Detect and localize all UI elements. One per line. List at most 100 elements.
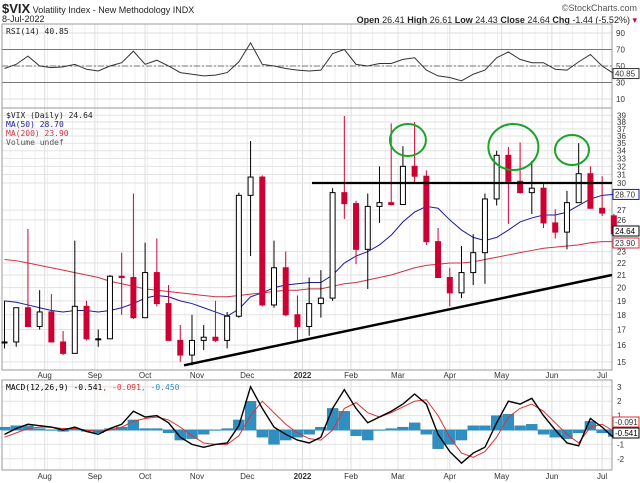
candle-body	[458, 272, 465, 294]
macd-histogram-bar	[291, 429, 304, 438]
month-label: Oct	[139, 472, 152, 481]
month-label: 2022	[294, 371, 312, 380]
chart-date: 8-Jul-2022	[2, 14, 45, 24]
symbol: $VIX	[2, 1, 31, 16]
signal-last-tag-box	[612, 416, 640, 428]
signal-last-tag: -0.091	[615, 418, 638, 427]
gridlines	[2, 24, 612, 470]
month-label: Jun	[545, 472, 558, 481]
candle-body	[282, 267, 289, 316]
macd-last-tag-box	[612, 427, 640, 439]
price-tick-label: 32	[617, 162, 626, 171]
candle-body	[60, 341, 67, 354]
candle-body	[341, 192, 348, 205]
candle-body	[13, 307, 20, 343]
close-last-tag: 24.64	[615, 227, 636, 236]
month-label: Mar	[391, 371, 405, 380]
chg-label: Chg	[552, 15, 570, 25]
ohlc-readout: Open 26.41 High 26.61 Low 24.43 Close 24…	[357, 15, 637, 26]
month-label: Oct	[139, 371, 152, 380]
low-label: Low	[454, 15, 473, 25]
chg-value: -1.44 (-5.52%)	[572, 15, 630, 25]
candle-body	[36, 311, 43, 328]
macd-tick-label: -1	[617, 440, 625, 449]
macd-histogram-bar	[467, 425, 479, 431]
price-tick-label: 22	[617, 259, 626, 268]
macd-value: -0.541	[73, 383, 102, 392]
candle-body	[446, 276, 453, 294]
month-label: Aug	[38, 472, 52, 481]
price-tick-label: 31	[617, 171, 626, 180]
candle-body	[224, 315, 231, 341]
price-legend: $VIX (Daily) 24.64	[6, 111, 93, 120]
ma50-legend: MA(50) 28.70	[6, 120, 64, 129]
month-label: Apr	[444, 371, 457, 380]
candle-body	[493, 154, 500, 200]
month-label: Dec	[240, 371, 254, 380]
rsi-series	[4, 41, 615, 82]
macd-histogram-bar	[350, 429, 362, 436]
candle-body	[552, 222, 559, 233]
candle-body	[235, 194, 242, 317]
security-name: Volatility Index - New Methodology	[32, 5, 171, 15]
volume-legend: Volume undef	[6, 138, 64, 147]
candle-body	[142, 272, 149, 319]
candle-body	[540, 187, 547, 224]
candle-body	[259, 176, 266, 306]
axes: AugAugSepSepOctOctNovNovDecDec20222022Fe…	[38, 29, 640, 481]
price-tick-label: 34	[617, 147, 626, 156]
month-label: Dec	[240, 472, 254, 481]
macd-histogram-bar	[338, 411, 350, 431]
rsi-tick-label: 70	[616, 46, 625, 55]
exchange: INDX	[172, 5, 195, 15]
candle-body	[563, 202, 570, 233]
macd-histogram-bar	[479, 425, 491, 431]
candle-body	[1, 341, 8, 344]
candle-body	[329, 192, 336, 299]
month-label: Sep	[88, 371, 103, 380]
candle-body	[528, 187, 535, 194]
close-value: 24.64	[527, 15, 550, 25]
down-arrow-icon: ▾	[632, 15, 637, 25]
signal-value: -0.091	[112, 383, 141, 392]
candle-body	[364, 205, 371, 250]
macd-last-tag: -0.541	[615, 429, 638, 438]
candle-body	[317, 297, 324, 305]
candle-body	[106, 275, 113, 340]
ma50-last-tag: 28.70	[615, 190, 636, 199]
high-value: 26.61	[429, 15, 453, 25]
price-tick-label: 39	[617, 111, 626, 120]
macd-histogram-bar	[186, 429, 198, 439]
candle-body	[165, 303, 172, 341]
rsi-tick-label: 30	[616, 79, 625, 88]
candle-body	[435, 241, 442, 278]
macd-title: MACD(12,26,9)	[6, 383, 69, 392]
peak-circle	[388, 123, 427, 157]
candle-body	[48, 311, 55, 343]
candle-body	[153, 272, 160, 305]
candle-body	[306, 303, 313, 328]
price-tick-label: 37	[617, 125, 626, 134]
candle-body	[587, 173, 594, 209]
price-tick-label: 23	[617, 248, 626, 257]
price-tick-label: 26	[617, 216, 626, 225]
price-tick-label: 30	[617, 179, 626, 188]
price-tick-label: 18	[617, 311, 626, 320]
candle-body	[388, 202, 395, 206]
candle-body	[177, 339, 184, 356]
candle-body	[247, 176, 254, 196]
month-label: Mar	[391, 472, 405, 481]
macd-histogram-bar	[526, 424, 538, 431]
rsi-tick-label: 10	[616, 95, 625, 104]
macd-histogram-bar	[537, 429, 550, 435]
candle-body	[95, 338, 102, 341]
price-tick-label: 35	[617, 139, 626, 148]
annotations	[183, 123, 613, 367]
price-tick-label: 33	[617, 154, 626, 163]
price-tick-label: 15	[617, 358, 626, 367]
price-tick-label: 19	[617, 297, 626, 306]
chart-title: $VIX Volatility Index - New Methodology …	[2, 1, 194, 16]
macd-histogram-bar	[303, 429, 315, 435]
candle-body	[130, 276, 137, 319]
